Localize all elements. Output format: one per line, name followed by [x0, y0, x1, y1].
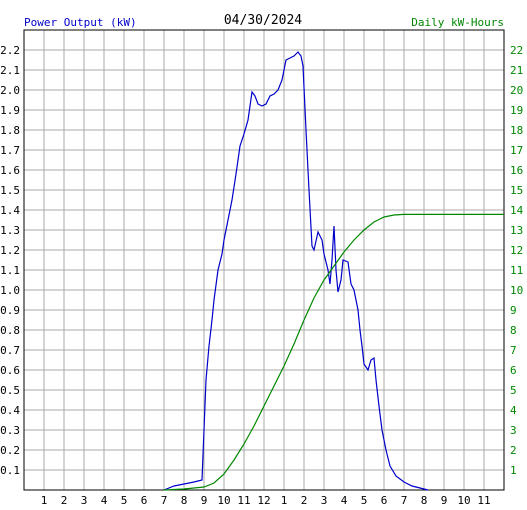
x-tick-label: 9 [441, 494, 448, 507]
right-tick-label: 22 [510, 44, 523, 57]
left-tick-label: 1.8 [0, 124, 20, 137]
grid-lines [24, 30, 504, 490]
x-tick-label: 1 [41, 494, 48, 507]
right-tick-label: 8 [510, 324, 517, 337]
left-tick-label: 1.4 [0, 204, 20, 217]
left-tick-label: 2.0 [0, 84, 20, 97]
left-tick-label: 1.1 [0, 264, 20, 277]
x-tick-label: 3 [81, 494, 88, 507]
x-tick-label: 10 [457, 494, 470, 507]
left-tick-label: 2.1 [0, 64, 20, 77]
right-tick-label: 18 [510, 124, 523, 137]
right-tick-label: 11 [510, 264, 523, 277]
x-tick-label: 4 [341, 494, 348, 507]
x-tick-label: 5 [121, 494, 128, 507]
left-tick-label: 1.3 [0, 224, 20, 237]
x-tick-label: 11 [477, 494, 490, 507]
right-tick-label: 4 [510, 404, 517, 417]
x-axis-ticks: 1 2 3 4 5 6 7 8 9 10 11 12 1 2 3 4 5 6 7 8 9 10 11 [41, 494, 491, 507]
right-tick-label: 14 [510, 204, 524, 217]
left-tick-label: 0.4 [0, 404, 20, 417]
x-tick-label: 3 [321, 494, 328, 507]
left-tick-label: 1.7 [0, 144, 20, 157]
left-tick-label: 1.9 [0, 104, 20, 117]
energy-series-line [163, 213, 504, 491]
right-tick-label: 10 [510, 284, 523, 297]
x-tick-label: 6 [141, 494, 148, 507]
left-tick-label: 0.8 [0, 324, 20, 337]
left-tick-label: 0.7 [0, 344, 20, 357]
right-tick-label: 6 [510, 364, 517, 377]
left-tick-label: 0.1 [0, 464, 20, 477]
x-tick-label: 5 [361, 494, 368, 507]
right-tick-label: 2 [510, 444, 517, 457]
right-tick-label: 13 [510, 224, 523, 237]
right-tick-label: 17 [510, 144, 523, 157]
x-tick-label: 2 [301, 494, 308, 507]
x-tick-label: 12 [257, 494, 270, 507]
x-tick-label: 9 [201, 494, 208, 507]
right-axis-label: Daily kW-Hours [411, 16, 504, 29]
right-tick-label: 5 [510, 384, 517, 397]
left-axis-ticks: 0.1 0.2 0.3 0.4 0.5 0.6 0.7 0.8 0.9 1.0 1.1 1.2 1.3 1… [0, 44, 20, 477]
right-tick-label: 9 [510, 304, 517, 317]
left-tick-label: 1.0 [0, 284, 20, 297]
x-tick-label: 8 [181, 494, 188, 507]
left-tick-label: 1.5 [0, 184, 20, 197]
right-tick-label: 16 [510, 164, 523, 177]
right-tick-label: 3 [510, 424, 517, 437]
x-tick-label: 8 [421, 494, 428, 507]
x-tick-label: 2 [61, 494, 68, 507]
plot-area-border [23, 29, 505, 491]
x-tick-label: 1 [281, 494, 288, 507]
right-tick-label: 12 [510, 244, 523, 257]
right-tick-label: 15 [510, 184, 523, 197]
left-tick-label: 0.2 [0, 444, 20, 457]
left-tick-label: 1.2 [0, 244, 20, 257]
left-tick-label: 0.5 [0, 384, 20, 397]
x-tick-label: 4 [101, 494, 108, 507]
x-tick-label: 6 [381, 494, 388, 507]
power-series-line [163, 51, 429, 491]
left-tick-label: 0.3 [0, 424, 20, 437]
x-tick-label: 7 [161, 494, 168, 507]
chart-title: 04/30/2024 [224, 13, 302, 28]
x-tick-label: 11 [237, 494, 250, 507]
left-tick-label: 0.6 [0, 364, 20, 377]
right-tick-label: 1 [510, 464, 517, 477]
series-lines [163, 51, 504, 491]
x-tick-label: 7 [401, 494, 408, 507]
left-tick-label: 2.2 [0, 44, 20, 57]
left-tick-label: 0.9 [0, 304, 20, 317]
right-tick-label: 7 [510, 344, 517, 357]
right-tick-label: 21 [510, 64, 523, 77]
right-tick-label: 19 [510, 104, 523, 117]
x-tick-label: 10 [217, 494, 230, 507]
left-tick-label: 1.6 [0, 164, 20, 177]
left-axis-label: Power Output (kW) [24, 16, 137, 29]
right-tick-label: 20 [510, 84, 523, 97]
